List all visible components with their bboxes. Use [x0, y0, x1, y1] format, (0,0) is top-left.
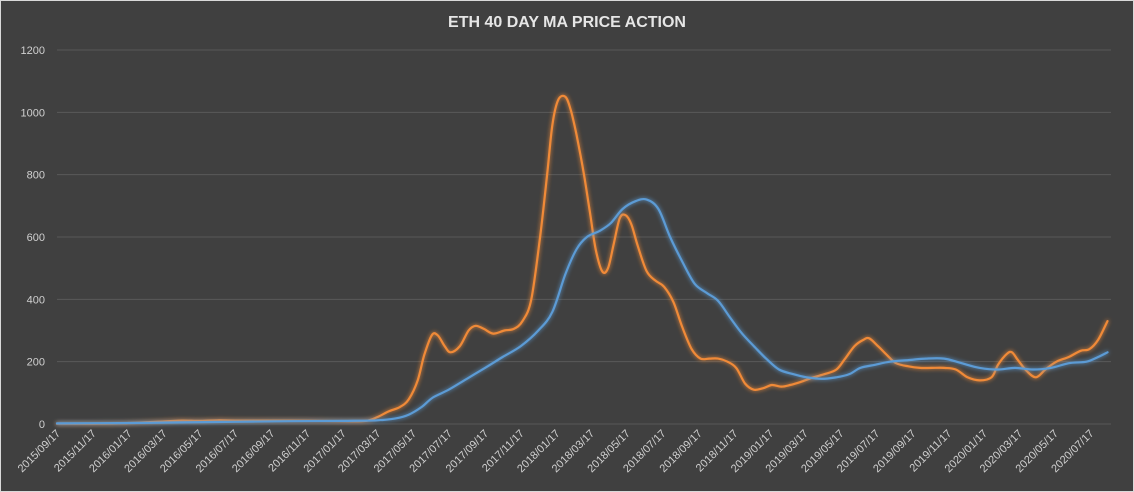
- y-tick-label: 1200: [21, 45, 45, 57]
- y-tick-label: 1000: [21, 107, 45, 119]
- y-tick-label: 800: [27, 170, 45, 182]
- y-tick-label: 400: [27, 294, 45, 306]
- series-lines: [55, 94, 1109, 425]
- y-tick-label: 200: [27, 357, 45, 369]
- series-line-blue: [55, 197, 1109, 425]
- y-tick-label: 0: [39, 419, 45, 431]
- y-tick-label: 600: [27, 232, 45, 244]
- series-line-orange: [55, 94, 1109, 425]
- y-axis-ticks: 0 200 400 600 800 1000 1200: [21, 45, 45, 431]
- chart-title: ETH 40 DAY MA PRICE ACTION: [448, 14, 686, 31]
- x-axis-ticks: 2015/09/172015/11/172016/01/172016/03/17…: [16, 428, 1097, 475]
